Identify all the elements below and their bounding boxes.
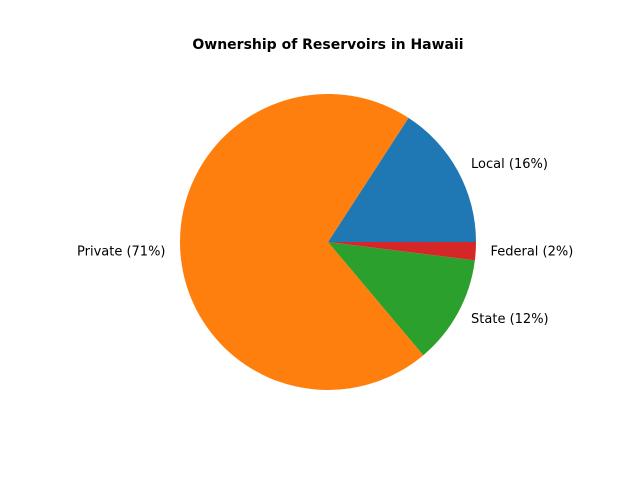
pie-label-federal: Federal (2%) (490, 245, 573, 260)
pie-label-private: Private (71%) (77, 245, 166, 260)
pie-slice-private (180, 93, 424, 390)
pie-label-local: Local (16%) (471, 157, 548, 172)
pie-slice-local (328, 117, 476, 242)
pie-slice-state (328, 242, 475, 356)
pie-slice-federal (328, 242, 476, 261)
pie-labels: Local (16%) Private (71%) State (12%) Feder… (77, 157, 573, 327)
chart-title: Ownership of Reservoirs in Hawaii (192, 37, 463, 53)
pie-slices (180, 93, 476, 390)
pie-label-state: State (12%) (471, 312, 549, 327)
